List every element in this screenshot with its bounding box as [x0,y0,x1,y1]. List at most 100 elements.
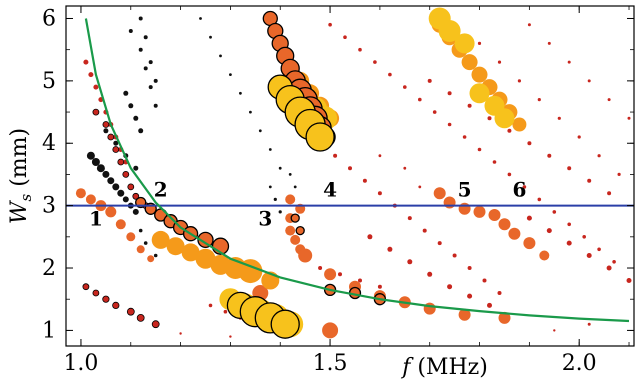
y-tick-label: 4 [42,131,56,156]
data-point [586,253,592,258]
data-point [407,216,412,221]
data-point [377,284,382,289]
data-point [471,66,488,83]
data-point [567,222,571,227]
data-point [143,241,148,245]
data-point [179,332,182,335]
data-point [403,85,407,89]
data-point [378,154,382,158]
data-point [487,302,492,308]
data-point [82,283,90,291]
mode-labels: 1 2 3 4 5 6 [89,177,526,230]
data-point [517,79,522,83]
data-point [567,60,571,64]
data-point [223,309,228,314]
data-point [138,128,144,134]
data-point [328,22,332,27]
data-point [443,196,456,209]
mode-label: 5 [458,177,472,201]
mode-label: 4 [323,177,337,201]
data-point [117,189,125,197]
data-point [523,237,536,250]
mode-label: 3 [258,207,272,231]
data-point [461,54,478,71]
data-point [318,266,323,270]
mode-label: 2 [154,177,168,201]
data-point [539,250,550,261]
data-point [418,185,422,189]
data-point [422,228,427,233]
data-point [195,248,216,269]
data-point [132,208,139,215]
data-point [617,172,621,176]
x-tick-label: 1.0 [63,351,98,376]
data-point [117,158,125,166]
data-point [452,253,457,258]
data-point [498,311,511,324]
data-point [487,116,492,121]
y-axis-label: Ws (mm) [7,128,35,224]
data-point [497,291,502,295]
data-point [498,218,511,231]
data-point [105,206,117,218]
data-point [547,41,551,45]
data-point [343,35,347,39]
data-point [107,133,115,141]
data-point [324,268,337,281]
y-axis-unit: (mm) [7,128,32,194]
data-point [285,225,296,236]
data-point [507,172,512,177]
data-point [258,129,262,133]
data-point [358,278,362,283]
data-point [112,301,120,309]
data-point [92,108,100,116]
data-point [85,194,96,205]
series-outlined-orange [135,10,387,306]
y-tick-label: 1 [42,318,56,343]
plot-area [75,7,632,339]
data-point [512,117,527,132]
y-axis-variable: W [7,199,32,224]
series-red [82,22,632,338]
series-amber [151,16,527,290]
data-point [86,151,95,160]
data-point [473,205,486,218]
data-point [290,234,301,245]
data-point [128,29,133,33]
data-point [268,185,272,189]
data-point [553,329,556,332]
axis-ticks: 1.0 1.5 2.0 1 2 3 4 5 6 [42,6,634,376]
data-point [112,146,120,153]
data-point [219,54,222,58]
data-point [138,228,143,233]
x-tick-label: 1.5 [313,351,348,376]
plot-frame [65,5,635,347]
data-point [278,210,282,214]
data-point [467,266,472,270]
data-point [477,147,482,152]
data-point [153,253,158,258]
data-point [126,232,136,242]
data-point [126,307,135,316]
data-point [612,260,616,264]
data-point [438,20,461,42]
data-point [507,128,512,133]
data-point [151,320,160,329]
data-point [122,170,130,178]
data-point [433,187,446,200]
data-point [497,60,502,64]
data-point [557,116,561,120]
data-point [143,35,148,40]
data-point [273,197,277,201]
data-point [607,191,612,196]
data-point [469,83,490,104]
y-tick-label: 3 [42,194,56,219]
data-point [197,231,214,249]
data-point [122,196,129,203]
data-point [437,241,442,246]
data-point [587,322,591,326]
data-point [166,237,185,256]
data-point [278,166,282,170]
data-point [115,219,126,230]
data-point [112,183,120,191]
